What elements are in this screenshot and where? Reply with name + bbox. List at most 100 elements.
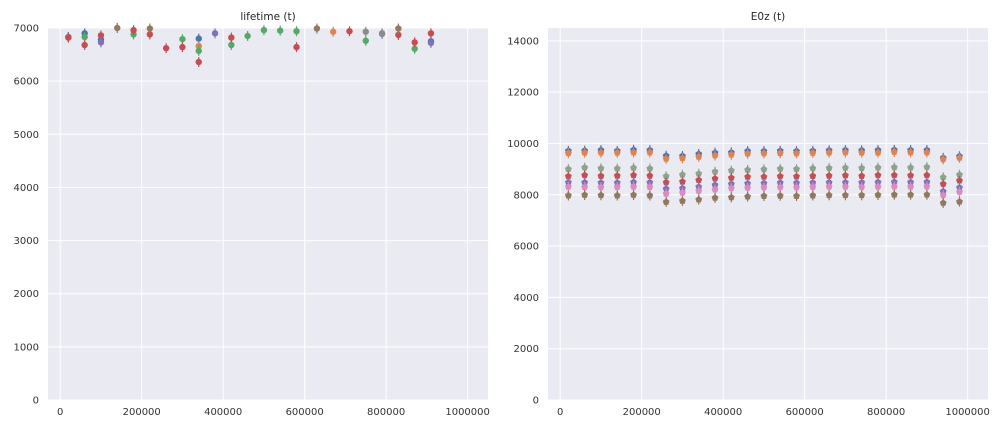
data-point bbox=[793, 172, 800, 180]
data-point bbox=[825, 191, 833, 199]
data-point bbox=[597, 183, 605, 191]
x-tick-label-lifetime: 200000 bbox=[123, 407, 161, 418]
data-point bbox=[564, 172, 572, 180]
data-point bbox=[923, 148, 931, 156]
data-point bbox=[244, 32, 251, 40]
data-point bbox=[662, 198, 670, 205]
y-tick-label-e0z: 12000 bbox=[507, 88, 539, 99]
data-point bbox=[395, 31, 402, 39]
data-point bbox=[858, 149, 866, 156]
x-tick-label-lifetime: 400000 bbox=[204, 407, 242, 418]
data-point bbox=[646, 191, 654, 199]
data-point bbox=[776, 149, 784, 157]
data-point bbox=[581, 171, 589, 179]
data-point bbox=[923, 171, 931, 179]
data-point bbox=[874, 171, 882, 179]
data-point bbox=[228, 41, 235, 49]
y-tick-label-e0z: 4000 bbox=[514, 293, 539, 304]
data-point bbox=[293, 43, 300, 51]
tick-labels-e0z: 0 200000 400000 600000 800000 1000000 0 2000 400… bbox=[507, 36, 990, 418]
data-point bbox=[956, 177, 963, 184]
data-point bbox=[662, 185, 670, 192]
data-point bbox=[581, 183, 589, 190]
y-tick-label-lifetime: 6000 bbox=[14, 77, 39, 88]
data-point bbox=[114, 24, 121, 32]
data-point bbox=[613, 172, 621, 179]
data-point bbox=[646, 183, 654, 190]
data-point bbox=[179, 43, 186, 51]
data-point bbox=[711, 175, 719, 182]
data-point bbox=[711, 151, 719, 159]
x-tick-label-e0z: 1000000 bbox=[945, 407, 990, 418]
data-point bbox=[630, 191, 637, 198]
y-tick-label-lifetime: 4000 bbox=[14, 183, 39, 194]
series-e0z-6 bbox=[564, 189, 963, 208]
data-point bbox=[97, 39, 105, 46]
plot-area-e0z bbox=[548, 28, 988, 400]
data-point bbox=[890, 148, 898, 155]
data-point bbox=[411, 45, 418, 52]
e0z-panel: 0 200000 400000 600000 800000 1000000 0 2000 400… bbox=[507, 11, 990, 418]
data-point bbox=[81, 33, 88, 41]
y-tick-label-e0z: 10000 bbox=[507, 139, 539, 150]
data-point bbox=[695, 170, 703, 177]
data-point bbox=[695, 176, 703, 184]
data-point bbox=[597, 191, 605, 199]
data-point bbox=[841, 164, 849, 171]
y-tick-label-lifetime: 2000 bbox=[14, 289, 39, 300]
data-point bbox=[293, 27, 300, 35]
data-point bbox=[939, 155, 947, 163]
data-point bbox=[939, 173, 947, 181]
data-point bbox=[776, 192, 784, 199]
data-point bbox=[776, 183, 784, 191]
data-point bbox=[727, 151, 735, 158]
data-point bbox=[613, 183, 621, 190]
data-point bbox=[179, 35, 186, 43]
y-tick-label-e0z: 6000 bbox=[514, 242, 539, 253]
data-point bbox=[646, 164, 654, 172]
y-tick-label-lifetime: 1000 bbox=[14, 342, 39, 353]
data-point bbox=[939, 199, 947, 206]
data-point bbox=[564, 149, 572, 157]
data-point bbox=[841, 183, 849, 190]
data-point bbox=[841, 191, 849, 199]
data-point bbox=[793, 149, 800, 157]
data-point bbox=[695, 153, 703, 160]
x-tick-label-e0z: 800000 bbox=[867, 407, 905, 418]
data-point bbox=[809, 149, 817, 156]
series-lifetime-3 bbox=[65, 25, 435, 68]
chart-title-lifetime: lifetime (t) bbox=[240, 11, 295, 23]
tick-labels-lifetime: 0 200000 400000 600000 800000 1000000 0 1000 200… bbox=[14, 24, 490, 419]
series-lifetime-5 bbox=[114, 23, 402, 34]
data-point bbox=[581, 191, 589, 198]
data-point bbox=[630, 164, 637, 171]
data-point bbox=[923, 163, 931, 170]
data-point bbox=[956, 188, 963, 195]
data-point bbox=[825, 183, 833, 190]
data-point bbox=[260, 26, 268, 34]
data-point bbox=[162, 44, 170, 52]
data-point bbox=[858, 172, 866, 179]
data-point bbox=[793, 192, 800, 199]
data-point bbox=[727, 184, 735, 192]
grid-e0z bbox=[548, 28, 988, 401]
data-point bbox=[581, 149, 589, 156]
data-point bbox=[695, 196, 703, 203]
data-point bbox=[329, 28, 337, 35]
data-points-lifetime bbox=[65, 23, 435, 68]
data-point bbox=[346, 27, 353, 35]
y-tick-label-e0z: 2000 bbox=[514, 344, 539, 355]
x-tick-label-lifetime: 800000 bbox=[367, 407, 405, 418]
x-tick-label-e0z: 600000 bbox=[786, 407, 824, 418]
data-point bbox=[841, 171, 849, 179]
data-point bbox=[825, 149, 833, 156]
data-point bbox=[744, 184, 752, 191]
data-point bbox=[744, 173, 752, 180]
data-point bbox=[146, 25, 154, 32]
data-point bbox=[711, 168, 719, 175]
data-point bbox=[378, 30, 386, 37]
y-tick-label-lifetime: 0 bbox=[33, 396, 39, 407]
data-point bbox=[679, 178, 686, 185]
data-point bbox=[597, 149, 605, 156]
